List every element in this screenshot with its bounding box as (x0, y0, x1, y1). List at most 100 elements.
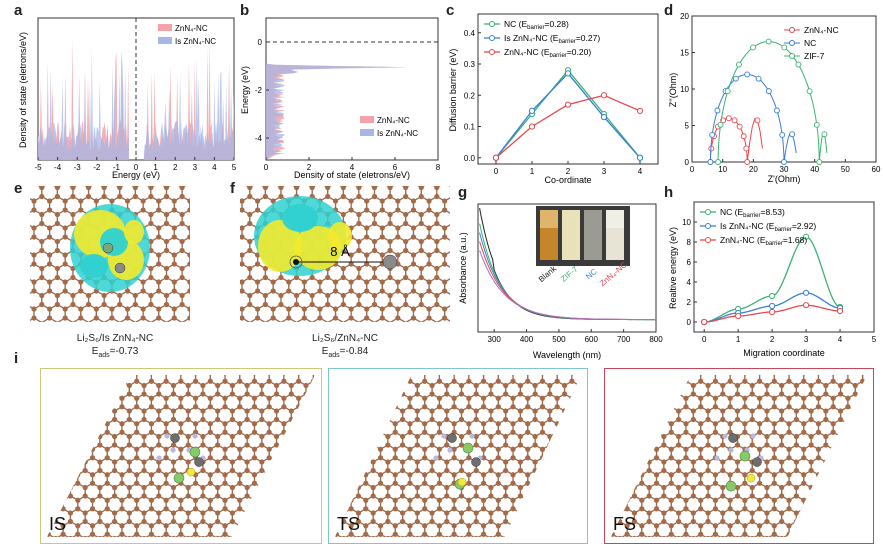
carbon-atom (70, 274, 76, 281)
carbon-atom (89, 523, 96, 529)
carbon-atom (266, 446, 272, 452)
carbon-atom (85, 193, 92, 200)
c-c-bond (313, 508, 315, 514)
carbon-atom (78, 279, 84, 285)
c-c-bond (520, 369, 527, 373)
carbon-atom (387, 238, 393, 245)
carbon-atom (426, 288, 432, 294)
carbon-atom (75, 472, 81, 478)
c-c-bond (48, 369, 55, 373)
carbon-atom (332, 315, 339, 321)
c-c-bond (276, 520, 285, 527)
carbon-atom (31, 315, 37, 321)
carbon-atom (170, 510, 177, 516)
carbon-atom (387, 301, 393, 308)
c-c-bond (232, 369, 239, 373)
carbon-atom (60, 523, 66, 529)
c-c-bond (305, 406, 314, 412)
carbon-atom (296, 421, 302, 427)
carbon-atom (434, 301, 440, 308)
carbon-atom (410, 315, 417, 321)
panel-f-caption: Li₂S₆/ZnN₄-NC Eads=-0.84 (280, 332, 410, 362)
x-tick-label: 2 (173, 163, 178, 172)
c-c-bond (92, 418, 101, 425)
carbon-atom (53, 484, 59, 491)
carbon-atom (200, 535, 206, 537)
dos-trace-zn (266, 63, 408, 160)
c-c-bond (305, 495, 314, 501)
carbon-atom (340, 265, 346, 272)
carbon-atom (410, 261, 417, 267)
carbon-atom (364, 198, 370, 204)
data-point (765, 88, 772, 95)
c-c-bond (290, 431, 299, 438)
carbon-atom (171, 279, 177, 285)
carbon-atom (387, 220, 393, 227)
carbon-atom (163, 238, 170, 245)
x-tick-label: 500 (552, 335, 566, 344)
carbon-atom (93, 306, 99, 312)
x-axis-label: Migration coordinate (743, 348, 825, 358)
data-point (743, 145, 750, 152)
carbon-atom (185, 391, 191, 397)
c-c-bond (276, 457, 285, 463)
c-c-bond (246, 533, 255, 537)
x-tick-label: 800 (649, 335, 663, 344)
x-tick-label: 50 (841, 165, 850, 174)
carbon-atom (93, 198, 99, 204)
carbon-atom (141, 510, 147, 516)
carbon-atom (192, 506, 199, 512)
c-c-bond (344, 369, 351, 373)
data-point (802, 289, 810, 296)
carbon-atom (148, 274, 154, 281)
carbon-atom (187, 288, 190, 294)
x-tick-label: 0 (134, 163, 139, 172)
carbon-atom (178, 421, 184, 427)
c-c-bond (372, 393, 381, 399)
carbon-atom (67, 535, 74, 537)
x-tick-label: 300 (488, 335, 502, 344)
c-c-bond (313, 469, 315, 476)
carbon-atom (78, 315, 84, 321)
legend-label: Is ZnN₄-NC (Ebarrier=2.92) (720, 221, 816, 233)
y-tick-label: -2 (255, 86, 263, 95)
c-c-bond (344, 369, 351, 373)
data-point (600, 114, 608, 121)
carbon-atom (215, 416, 221, 423)
c-c-bond (254, 533, 263, 537)
c-c-bond (380, 406, 389, 412)
x-tick-label: -3 (74, 163, 82, 172)
c-c-bond (366, 369, 373, 373)
c-c-bond (99, 406, 108, 412)
carbon-atom (124, 198, 131, 204)
c-c-bond (313, 393, 315, 399)
c-c-bond (93, 369, 100, 373)
c-c-bond (48, 369, 55, 373)
carbon-atom (67, 484, 74, 491)
carbon-atom (403, 274, 409, 281)
carbon-atom (251, 472, 258, 478)
carbon-atom (371, 247, 378, 254)
carbon-atom (215, 442, 221, 448)
carbon-atom (288, 484, 294, 491)
data-point (779, 131, 786, 138)
c-c-bond (305, 533, 314, 537)
c-c-bond (305, 406, 314, 412)
carbon-atom (85, 301, 92, 308)
carbon-atom (126, 416, 132, 423)
carbon-atom (112, 518, 118, 525)
c-c-bond (305, 520, 314, 527)
carbon-atom (286, 315, 292, 321)
carbon-atom (426, 234, 432, 240)
c-c-bond (284, 369, 291, 373)
carbon-atom (318, 493, 321, 498)
carbon-atom (403, 193, 409, 200)
carbon-atom (259, 518, 265, 525)
carbon-atom (31, 306, 37, 312)
c-c-bond (100, 369, 107, 373)
carbon-atom (41, 493, 44, 498)
carbon-atom (237, 455, 243, 461)
carbon-atom (124, 315, 131, 321)
carbon-atom (39, 301, 45, 308)
carbon-atom (78, 306, 84, 312)
